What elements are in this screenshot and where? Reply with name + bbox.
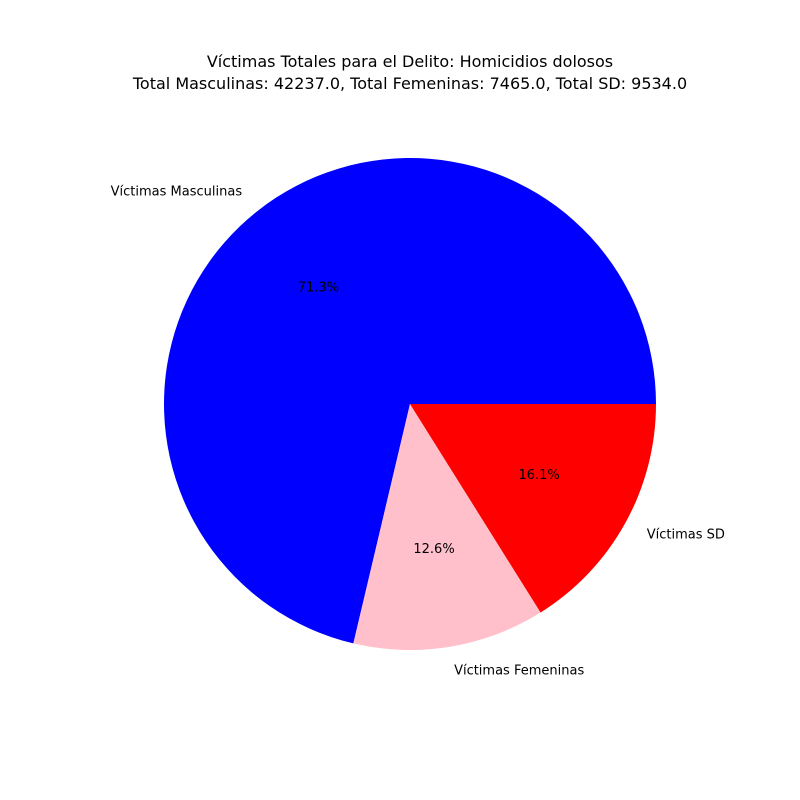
pie-percent-label-victimas-femeninas: 12.6%	[413, 542, 454, 557]
pie-slice-victimas-masculinas	[163, 158, 656, 644]
chart-subtitle: Total Masculinas: 42237.0, Total Femenin…	[132, 74, 687, 93]
chart-title: Víctimas Totales para el Delito: Homicid…	[207, 52, 613, 71]
pie-percent-label-victimas-masculinas: 71.3%	[298, 281, 339, 296]
pie-labels: 71.3% Víctimas Masculinas 12.6% Víctimas Fe…	[111, 184, 725, 678]
pie-slice-victimas-sd	[410, 404, 656, 613]
pie-slice-victimas-femeninas	[353, 404, 541, 650]
pie-category-label-victimas-femeninas: Víctimas Femeninas	[454, 663, 584, 678]
pie-slices	[163, 158, 656, 650]
pie-category-label-victimas-masculinas: Víctimas Masculinas	[111, 184, 243, 199]
pie-category-label-victimas-sd: Víctimas SD	[647, 528, 725, 543]
pie-percent-label-victimas-sd: 16.1%	[518, 468, 559, 483]
